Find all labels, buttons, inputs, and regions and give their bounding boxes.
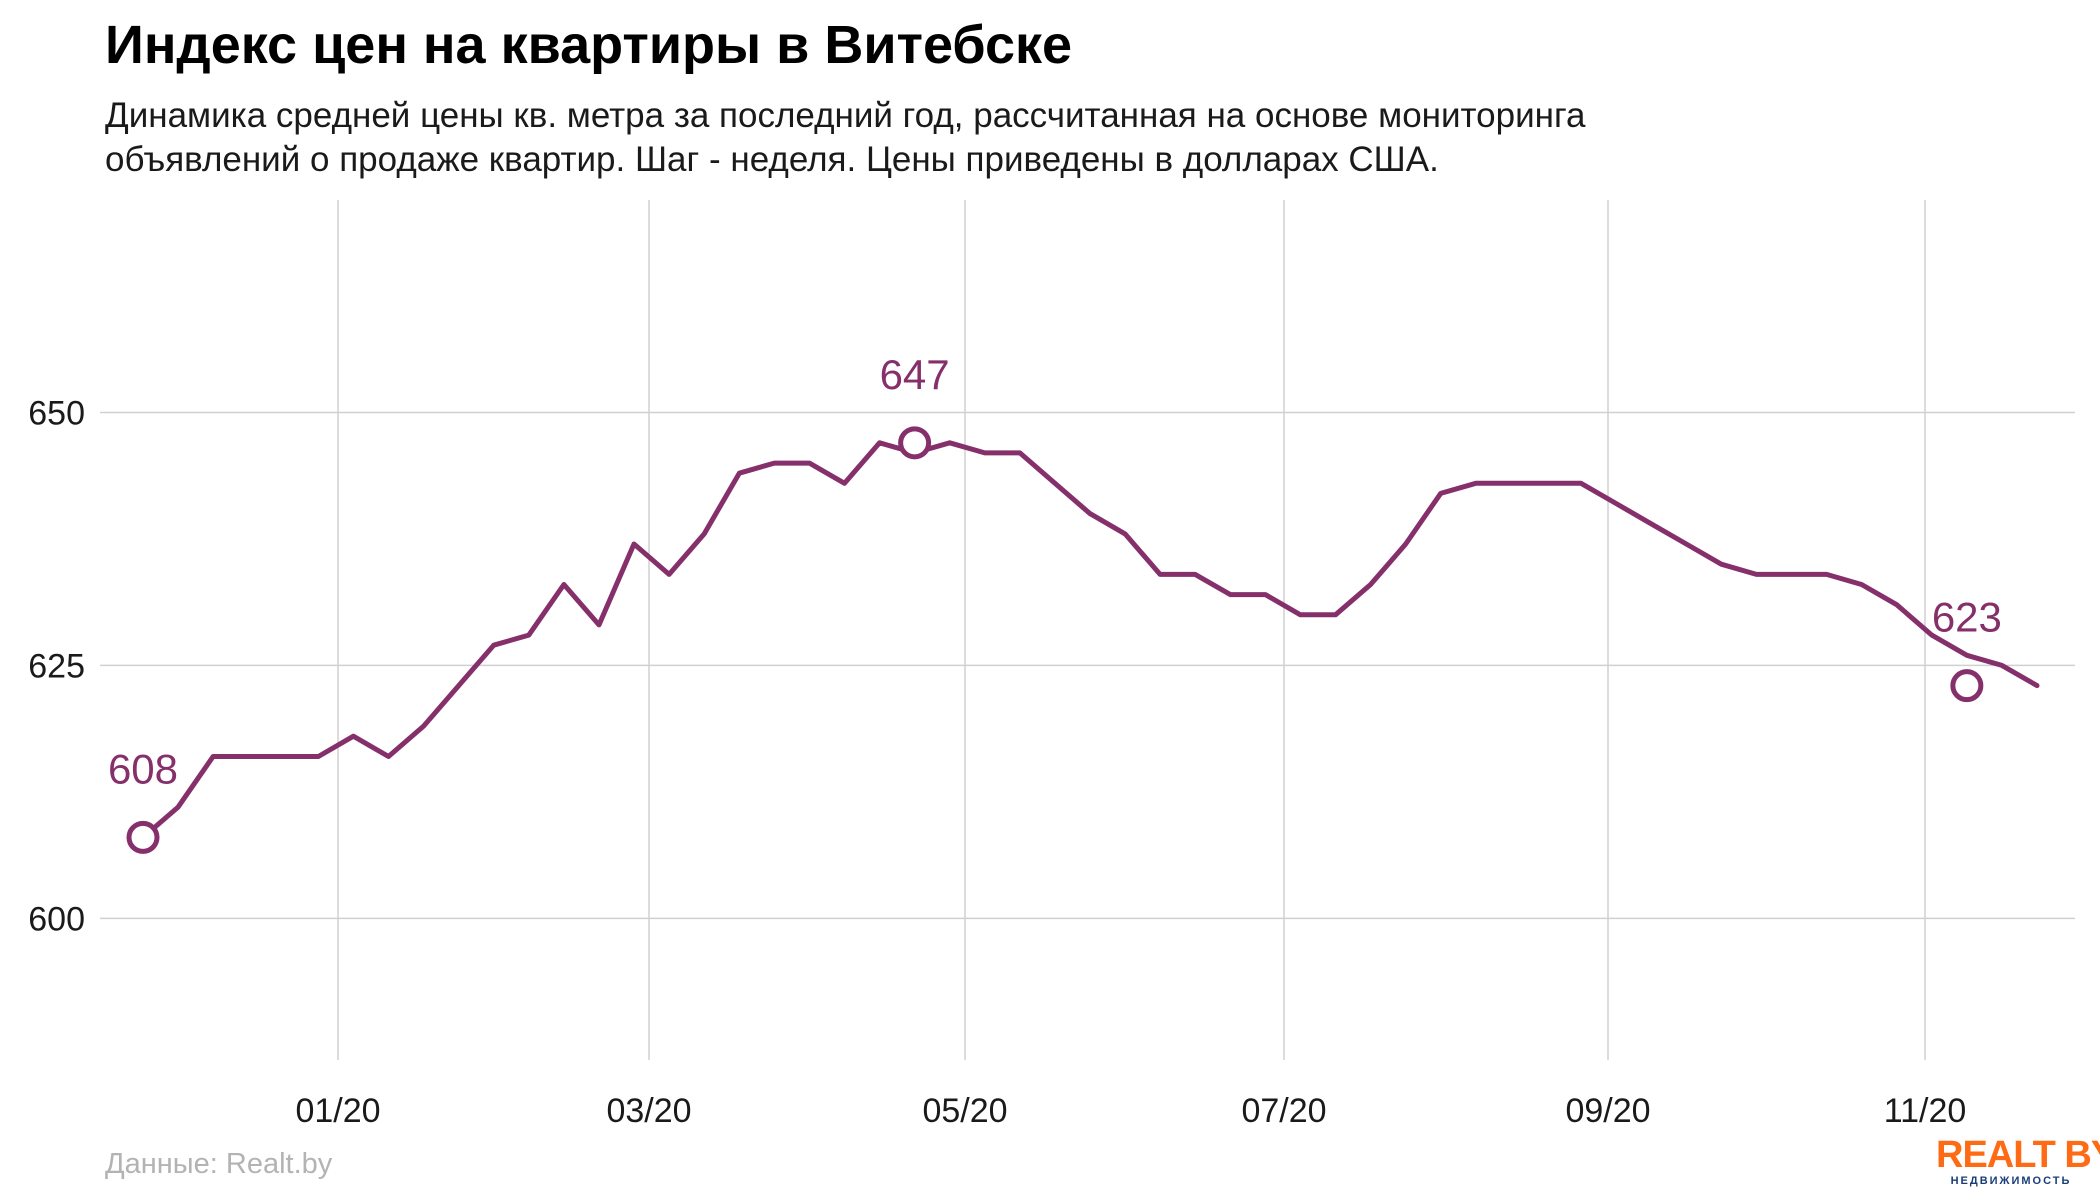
data-point [1508, 480, 1514, 486]
data-point [1543, 480, 1549, 486]
data-point [315, 753, 321, 759]
series-layer [140, 440, 2040, 840]
data-point [1192, 571, 1198, 577]
data-point [596, 622, 602, 628]
annotated-point-marker [126, 820, 160, 854]
data-point [1859, 581, 1865, 587]
y-tick-label: 600 [28, 900, 85, 938]
data-point [771, 460, 777, 466]
x-tick-label: 07/20 [1241, 1092, 1326, 1130]
data-point [1894, 602, 1900, 608]
data-point [1648, 521, 1654, 527]
data-point [666, 571, 672, 577]
subtitle-line-2: объявлений о продаже квартир. Шаг - неде… [105, 140, 1439, 179]
data-point [1368, 581, 1374, 587]
data-point [2034, 683, 2040, 689]
subtitle-line-1: Динамика средней цены кв. метра за после… [105, 96, 1586, 135]
data-point [210, 753, 216, 759]
data-point [947, 440, 953, 446]
data-point [386, 753, 392, 759]
data-point [982, 450, 988, 456]
annotation-label: 623 [1932, 594, 2002, 641]
x-tick-label: 01/20 [295, 1092, 380, 1130]
annotated-point-marker [898, 426, 932, 460]
data-point [456, 683, 462, 689]
chart-title: Индекс цен на квартиры в Витебске [105, 15, 1073, 75]
data-point [1157, 571, 1163, 577]
data-point [1297, 612, 1303, 618]
data-point [175, 804, 181, 810]
data-point [1578, 480, 1584, 486]
x-tick-label: 03/20 [606, 1092, 691, 1130]
data-point [350, 733, 356, 739]
data-point [1964, 652, 1970, 658]
data-point [1227, 592, 1233, 598]
annotation-label: 647 [880, 351, 950, 398]
logo-subtitle: НЕДВИЖИМОСТЬ [1950, 1175, 2072, 1187]
x-tick-label: 09/20 [1565, 1092, 1650, 1130]
logo-wordmark: REALT BY [1936, 1134, 2100, 1176]
data-point [1824, 571, 1830, 577]
data-point [1122, 531, 1128, 537]
data-point [421, 723, 427, 729]
data-point [1999, 662, 2005, 668]
x-tick-label: 11/20 [1884, 1092, 1967, 1130]
data-point [1718, 561, 1724, 567]
data-point [736, 470, 742, 476]
annotated-point-marker [1950, 669, 1984, 703]
y-tick-label: 650 [28, 394, 85, 432]
data-point [561, 581, 567, 587]
data-point [877, 440, 883, 446]
data-point [701, 531, 707, 537]
data-point [1473, 480, 1479, 486]
data-point [491, 642, 497, 648]
annotations: 608 647 623 [108, 351, 2002, 854]
realt-logo[interactable]: REALT BY НЕДВИЖИМОСТЬ [1936, 1134, 2100, 1187]
chart-subtitle: Динамика средней цены кв. метра за после… [105, 94, 1905, 182]
axis-ticks: 600 625 650 01/20 03/20 05/20 07/20 09/20 11/20 [28, 394, 1966, 1130]
y-tick-label: 625 [28, 647, 85, 685]
data-point [841, 480, 847, 486]
data-point [1262, 592, 1268, 598]
data-point [1753, 571, 1759, 577]
data-point [245, 753, 251, 759]
data-point [526, 632, 532, 638]
data-point [280, 753, 286, 759]
data-point [1087, 511, 1093, 517]
data-point [1788, 571, 1794, 577]
data-point [631, 541, 637, 547]
data-point [1683, 541, 1689, 547]
data-point [1438, 490, 1444, 496]
data-source: Данные: Realt.by [105, 1148, 333, 1180]
data-point [806, 460, 812, 466]
data-point [1017, 450, 1023, 456]
x-tick-label: 05/20 [922, 1092, 1007, 1130]
data-point [1333, 612, 1339, 618]
annotation-label: 608 [108, 745, 178, 792]
grid-lines [100, 200, 2075, 1060]
data-point [1052, 480, 1058, 486]
price-index-line [140, 440, 2040, 840]
data-point [1403, 541, 1409, 547]
data-point [1613, 501, 1619, 507]
